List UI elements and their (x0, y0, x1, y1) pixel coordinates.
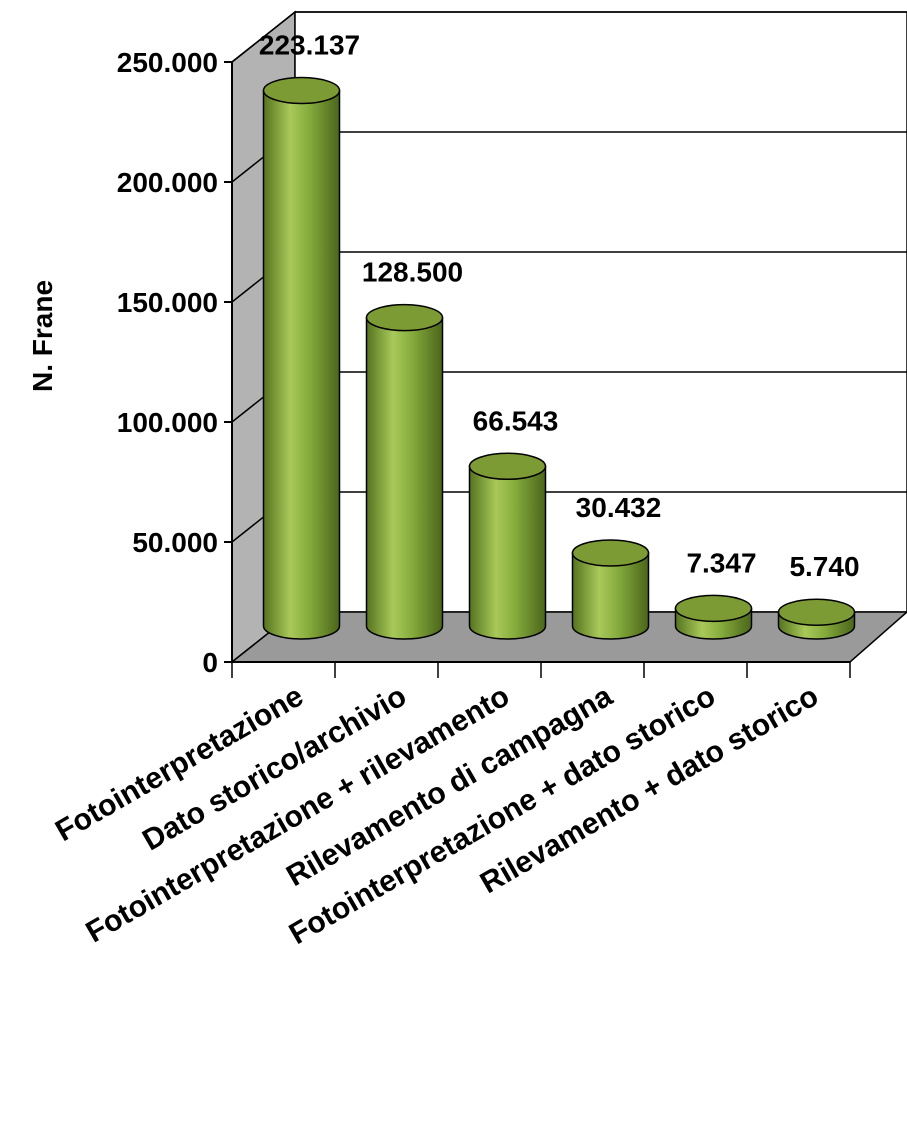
bar-top (571, 539, 650, 567)
bar (468, 452, 547, 640)
value-label: 5.740 (789, 551, 859, 582)
bar-top (777, 598, 856, 626)
y-tick-label: 250.000 (117, 47, 218, 78)
value-label: 30.432 (576, 492, 662, 523)
bar-series (262, 76, 856, 640)
x-axis (231, 661, 851, 678)
y-tick-label: 200.000 (117, 167, 218, 198)
bar-top (468, 452, 547, 481)
bar-top (262, 76, 341, 105)
bar-top (674, 594, 753, 623)
category-label: Fotointerpretazione + rilevamento (81, 679, 515, 949)
y-tick-label: 100.000 (117, 407, 218, 438)
value-label: 66.543 (473, 405, 559, 436)
bar (674, 594, 753, 640)
bar (365, 303, 444, 640)
y-axis: 0 50.000 100.000 150.000 200.000 250.000 (117, 47, 233, 678)
value-label: 223.137 (259, 29, 360, 60)
y-tick-label: 0 (202, 647, 218, 678)
bar-body (468, 465, 547, 640)
bar-body (262, 89, 341, 640)
value-label: 128.500 (362, 257, 463, 288)
bar (777, 598, 856, 640)
bar-body (571, 552, 650, 640)
bar (262, 76, 341, 640)
value-label: 7.347 (686, 547, 756, 578)
y-tick-label: 50.000 (132, 527, 218, 558)
y-tick-label: 150.000 (117, 287, 218, 318)
bar (571, 539, 650, 640)
y-axis-title: N. Frane (27, 280, 58, 392)
bar-body (365, 316, 444, 640)
bar-top (365, 303, 444, 332)
gridline (231, 11, 907, 63)
value-labels: 223.137 128.500 66.543 30.432 7.347 5.740 (259, 29, 860, 582)
